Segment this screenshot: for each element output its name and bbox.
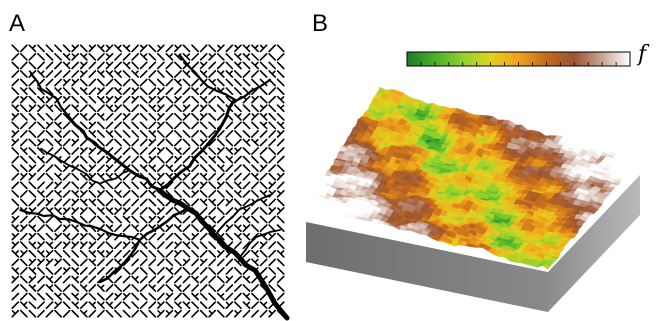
network-channel [178,53,272,102]
terrain-right-face [548,175,640,312]
terrain-top-surface [305,86,641,270]
network-channel [67,116,162,192]
network-channel [19,209,142,242]
network-tributary-segments [11,44,285,318]
river-network-tributaries [11,44,285,318]
network-channel [156,187,290,321]
network-channel [158,99,236,192]
network-channel [40,147,131,185]
panel-label-b: B [312,10,329,37]
river-network-main-channels [19,53,290,321]
panel-label-a: A [9,10,26,37]
network-channel [29,72,72,120]
colorbar-symbol: f [638,42,647,67]
network-channel [214,194,271,236]
network-channel [237,229,281,260]
colorbar-ticks [420,62,617,66]
terrain-facet [542,264,551,270]
terrain-front-face [306,222,548,312]
